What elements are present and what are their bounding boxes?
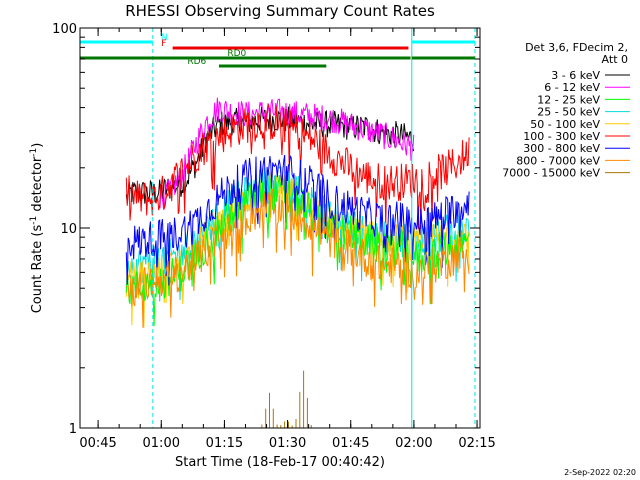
x-tick-label-2: 01:15: [206, 436, 243, 451]
legend-label-8: 7000 - 15000 keV: [502, 167, 600, 180]
flag-label-0: N: [161, 33, 168, 43]
legend-label-1: 6 - 12 keV: [544, 81, 600, 94]
x-tick-label-4: 01:45: [332, 436, 369, 451]
series-layer: [125, 97, 470, 428]
y-tick-label-2: 100: [52, 22, 77, 37]
y-axis-label-end: ): [30, 143, 45, 148]
x-axis-label: Start Time (18-Feb-17 00:40:42): [175, 455, 385, 470]
legend-label-2: 12 - 25 keV: [537, 93, 600, 106]
y-axis: 1 10 100: [52, 22, 480, 437]
chart-title: RHESSI Observing Summary Count Rates: [125, 2, 435, 20]
legend-header-line-1: Det 3,6, FDecim 2,: [525, 41, 628, 54]
y-axis-label-main: Count Rate (s: [30, 225, 45, 314]
series-8-line: [261, 370, 312, 428]
legend-label-3: 25 - 50 keV: [537, 106, 600, 119]
y-axis-label-sup2: -1: [29, 148, 39, 157]
legend-label-5: 100 - 300 keV: [523, 130, 600, 143]
flag-bars: NF RD0 RD6: [80, 33, 475, 68]
legend-header-line-2: Att 0: [602, 53, 628, 66]
legend-label-6: 300 - 800 keV: [523, 142, 600, 155]
legend-label-7: 800 - 7000 keV: [516, 154, 600, 167]
date-stamp: 2-Sep-2022 02:20: [564, 468, 636, 477]
y-axis-label-sup1: -1: [29, 216, 39, 225]
series-8: [261, 370, 312, 428]
series-1-line: [159, 97, 415, 211]
x-tick-label-5: 02:00: [395, 436, 432, 451]
y-tick-label-0: 1: [69, 422, 77, 437]
legend-label-4: 50 - 100 keV: [530, 118, 600, 131]
x-axis: 00:45 01:00 01:15 01:30 01:45 02:00 02:15: [79, 28, 496, 451]
x-tick-label-6: 02:15: [458, 436, 495, 451]
series-1: [159, 97, 415, 211]
flag-label-2: RD0: [227, 49, 246, 59]
flag-label-3: RD6: [187, 57, 206, 67]
flag-label-1: F: [161, 39, 166, 49]
x-tick-label-1: 01:00: [143, 436, 180, 451]
y-axis-label-mid: detector: [30, 156, 45, 216]
legend-label-0: 3 - 6 keV: [551, 69, 600, 82]
x-tick-label-3: 01:30: [269, 436, 306, 451]
y-axis-label: Count Rate (s-1 detector-1): [29, 143, 45, 314]
y-tick-label-1: 10: [60, 222, 77, 237]
x-tick-label-0: 00:45: [79, 436, 116, 451]
